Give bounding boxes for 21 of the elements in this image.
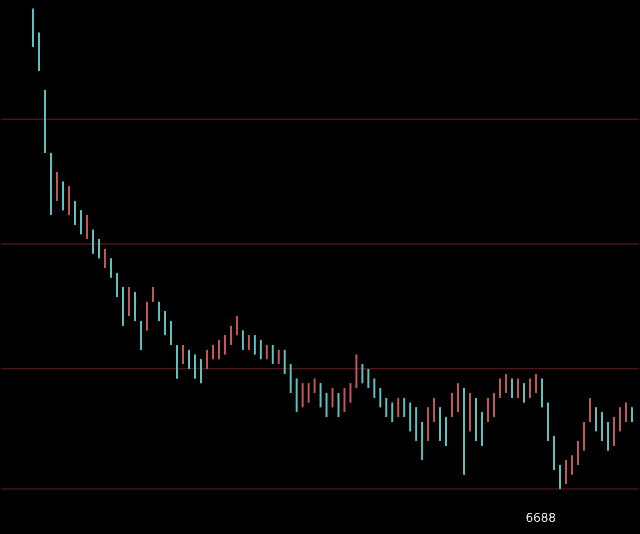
candlestick: [278, 349, 280, 365]
candlestick: [398, 398, 400, 418]
candlestick: [182, 344, 184, 365]
candlestick: [350, 383, 352, 404]
candlestick: [308, 383, 310, 404]
candlestick: [110, 258, 112, 278]
candlestick: [404, 398, 406, 418]
candlestick: [248, 335, 250, 350]
candlestick: [242, 330, 244, 350]
candlestick: [212, 344, 214, 360]
candlestick: [272, 344, 274, 365]
candlestick: [523, 383, 526, 404]
candlestick: [386, 398, 388, 418]
candlestick: [152, 286, 154, 302]
annotation: 6688: [526, 511, 556, 526]
candlestick: [254, 335, 256, 356]
candlestick: [368, 368, 370, 389]
candlestick: [104, 248, 106, 269]
candlestick: [266, 344, 268, 360]
candlestick: [631, 407, 634, 423]
candlestick: [571, 455, 574, 476]
